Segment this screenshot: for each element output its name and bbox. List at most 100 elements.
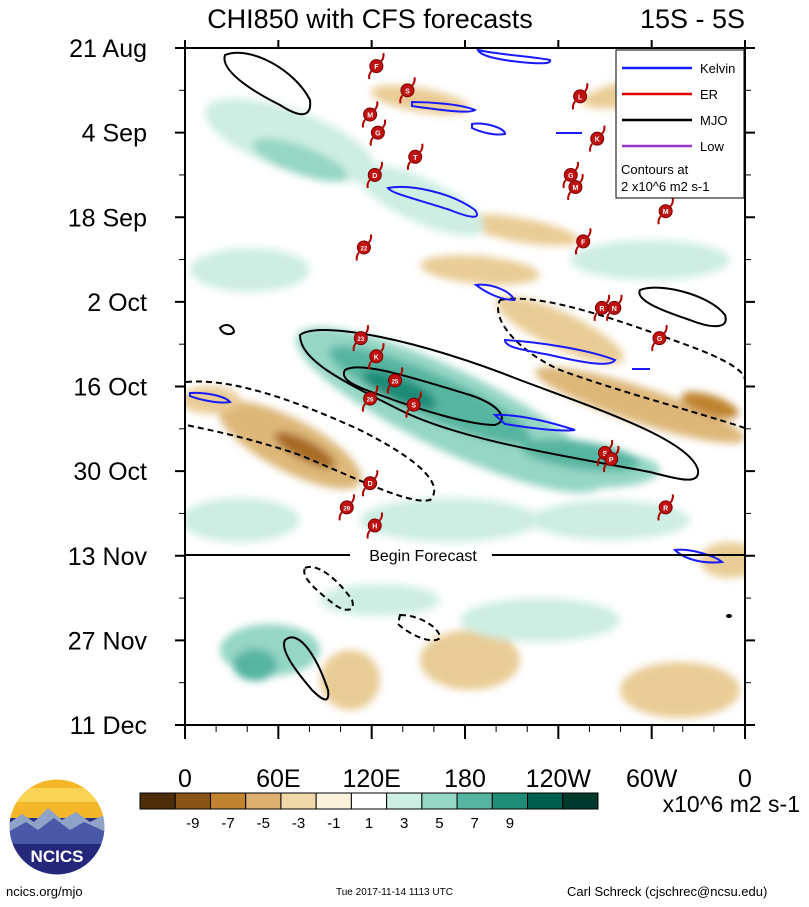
storm-label: 29	[343, 506, 350, 512]
storm-marker: R	[657, 494, 674, 521]
storm-swirl	[369, 119, 387, 146]
mjo-contour	[638, 286, 727, 328]
mjo-contour	[726, 614, 732, 618]
anomaly-patch	[233, 649, 277, 681]
storm-swirl	[406, 143, 424, 171]
storm-marker: 29	[338, 494, 356, 521]
anomaly-patch	[274, 431, 336, 469]
anomaly-patch	[420, 255, 540, 285]
x-tick-label: 60E	[256, 765, 300, 793]
storm-swirl	[574, 228, 592, 255]
storm-marker: R	[593, 294, 611, 322]
storm-dot	[367, 167, 382, 182]
storm-dot	[604, 452, 619, 467]
y-tick-label: 30 Oct	[73, 458, 147, 486]
storm-marker: S	[405, 391, 422, 418]
storm-swirl	[368, 343, 385, 370]
storm-label: 26	[367, 398, 374, 404]
footer-author: Carl Schreck (cjschrec@ncsu.edu)	[567, 884, 768, 899]
x-tick-label: 120W	[526, 765, 592, 793]
anomaly-patch	[185, 498, 300, 542]
colorbar-swatch	[280, 792, 317, 810]
anomaly-patch	[681, 391, 739, 419]
legend: Kelvin ER MJO Low Contours at 2 x10^6 m2 s-1	[615, 49, 745, 199]
storm-swirl	[352, 324, 370, 352]
storm-marker: M	[657, 197, 674, 225]
storm-label: M	[663, 209, 669, 216]
footer-timestamp: Tue 2017-11-14 1113 UTC	[336, 887, 453, 898]
anomaly-patch	[185, 386, 240, 414]
kelvin-contour	[476, 48, 552, 65]
anomaly-patch	[460, 214, 580, 246]
anomaly-patch	[535, 366, 745, 444]
storm-label: K	[595, 137, 600, 144]
mjo-contour	[218, 324, 236, 336]
x-tick-label: 60W	[626, 765, 678, 793]
storm-label: 23	[357, 337, 364, 343]
y-tick-label: 2 Oct	[87, 289, 147, 317]
colorbar-label: 7	[471, 815, 479, 832]
colorbar-swatch	[209, 792, 247, 810]
storm-marker: G	[369, 119, 387, 146]
forecast-label: Begin Forecast	[369, 548, 477, 565]
storm-label: K	[374, 354, 379, 361]
x-tick-label: 180	[444, 765, 486, 793]
legend-label: Kelvin	[700, 61, 735, 76]
chart-title: CHI850 with CFS forecasts	[207, 4, 533, 34]
mjo-contour	[185, 380, 436, 502]
storm-swirl	[596, 439, 614, 467]
storm-label: D	[372, 173, 377, 180]
storm-swirl	[361, 385, 379, 412]
legend-label: Low	[700, 139, 724, 154]
storm-label: F	[581, 239, 586, 246]
storm-swirl	[651, 324, 668, 352]
anomaly-patch	[460, 598, 620, 642]
kelvin-contour	[189, 391, 232, 404]
storm-swirl	[366, 512, 384, 539]
storm-label: H	[372, 524, 377, 531]
logo-text: NCICS	[31, 847, 84, 866]
colorbar-label: 3	[400, 815, 408, 832]
legend-box	[615, 49, 745, 199]
kelvin-contour	[492, 413, 576, 432]
storm-swirl	[399, 77, 416, 104]
anomaly-patch	[360, 498, 540, 542]
anomaly-patch	[370, 85, 470, 115]
storm-marker: 23	[352, 324, 370, 352]
storm-marker: H	[366, 512, 384, 539]
kelvin-contour	[473, 283, 516, 302]
storm-marker: L	[571, 83, 589, 110]
contour-note: 2 x10^6 m2 s-1	[621, 179, 709, 194]
y-tick-label: 4 Sep	[82, 120, 147, 148]
storm-swirl	[366, 161, 384, 189]
storm-marker: 22	[355, 234, 373, 261]
storm-dot	[658, 500, 673, 515]
storm-dot	[363, 476, 378, 491]
storm-label: P	[609, 457, 614, 464]
storm-swirl	[386, 367, 404, 394]
storm-dot	[576, 234, 591, 249]
colorbar-label: -5	[257, 815, 270, 832]
storm-label: 22	[361, 246, 368, 252]
x-tick-label: 0	[178, 765, 192, 793]
storm-marker: M	[567, 173, 584, 201]
storm-label: D	[368, 481, 373, 488]
storm-dot	[568, 180, 583, 195]
kelvin-contour	[503, 338, 617, 365]
storm-dot	[369, 349, 384, 364]
storm-marker: S	[399, 77, 416, 104]
anomaly-patch	[252, 138, 348, 182]
axes: 21 Aug 4 Sep 18 Sep 2 Oct 16 Oct 30 Oct 13 Nov…	[68, 35, 755, 793]
anomaly-patch	[530, 500, 690, 540]
colorbar-label: 1	[365, 815, 373, 832]
mjo-contour	[298, 329, 700, 481]
footer-website[interactable]: ncics.org/mjo	[6, 884, 83, 899]
colorbar-label: -3	[292, 815, 305, 832]
storm-marker: F	[368, 52, 385, 80]
colorbar-swatch	[527, 792, 564, 810]
storm-swirl	[657, 197, 674, 225]
storm-dot	[406, 397, 421, 412]
region-label: 15S - 5S	[640, 4, 745, 34]
